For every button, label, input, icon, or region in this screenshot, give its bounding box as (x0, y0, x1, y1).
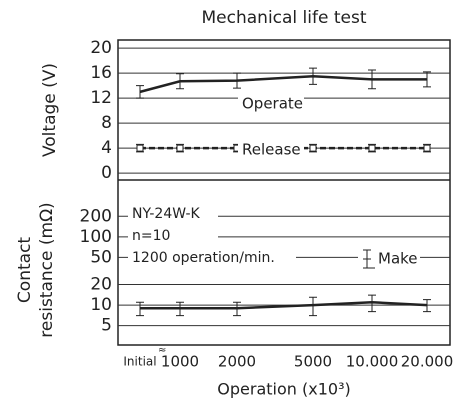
annotation: n=10 (132, 228, 170, 244)
error-bar (368, 69, 376, 90)
chart-title: Mechanical life test (202, 8, 367, 28)
annotation-bg (128, 227, 218, 245)
marker (423, 144, 431, 152)
series-line (140, 300, 428, 310)
legend-label: Operate (242, 95, 303, 113)
error-bar (176, 301, 184, 317)
y-axis-label: Contact (15, 237, 35, 303)
annotation-bg (128, 249, 296, 267)
error-bar (136, 85, 144, 99)
legend-label: Release (242, 141, 301, 159)
y-tick-label: 10 (90, 295, 112, 315)
y-tick-label: 100 (80, 227, 112, 247)
legend-icon (363, 249, 375, 269)
legend-label: Make (378, 250, 418, 268)
legend-bg (358, 248, 420, 268)
y-tick-label: 20 (90, 38, 112, 58)
error-bar (423, 71, 431, 88)
marker (136, 144, 144, 152)
annotation: 1200 operation/min. (132, 250, 275, 266)
y-tick-label: 50 (90, 247, 112, 267)
y-axis-label: resistance (mΩ) (37, 202, 57, 337)
y-tick-label: 4 (101, 138, 112, 158)
legend-bg (238, 141, 304, 159)
series-line (139, 74, 427, 94)
axis-break: ≈ (158, 345, 166, 356)
x-tick-label: Initial (123, 355, 156, 369)
y-axis-label: Voltage (V) (40, 63, 60, 157)
marker (309, 144, 317, 152)
y-tick-label: 8 (101, 113, 112, 133)
error-bar (423, 299, 431, 313)
x-tick-label: 2000 (218, 353, 256, 371)
y-tick-label: 12 (90, 88, 112, 108)
y-tick-label: 20 (90, 275, 112, 295)
y-tick-label: 0 (101, 163, 112, 183)
error-bar (309, 296, 317, 317)
error-bar (176, 73, 184, 90)
marker (176, 144, 184, 152)
plot-frame (117, 39, 451, 346)
marker (368, 144, 376, 152)
legend-bg (238, 95, 304, 113)
error-bar (309, 67, 317, 85)
x-tick-label: 10.000 (346, 353, 399, 371)
error-bar (233, 72, 241, 89)
y-tick-label: 200 (80, 206, 112, 226)
x-tick-label: 20.000 (401, 353, 454, 371)
error-bar (136, 301, 144, 317)
x-tick-label: 1000 (161, 353, 199, 371)
error-bar (368, 294, 376, 313)
annotation-bg (128, 205, 218, 223)
annotation: NY-24W-K (132, 206, 201, 222)
y-tick-label: 16 (90, 63, 112, 83)
y-tick-label: 5 (101, 316, 112, 336)
x-axis-label: Operation (x10³) (217, 380, 350, 399)
error-bar (233, 301, 241, 317)
x-tick-label: 5000 (294, 353, 332, 371)
